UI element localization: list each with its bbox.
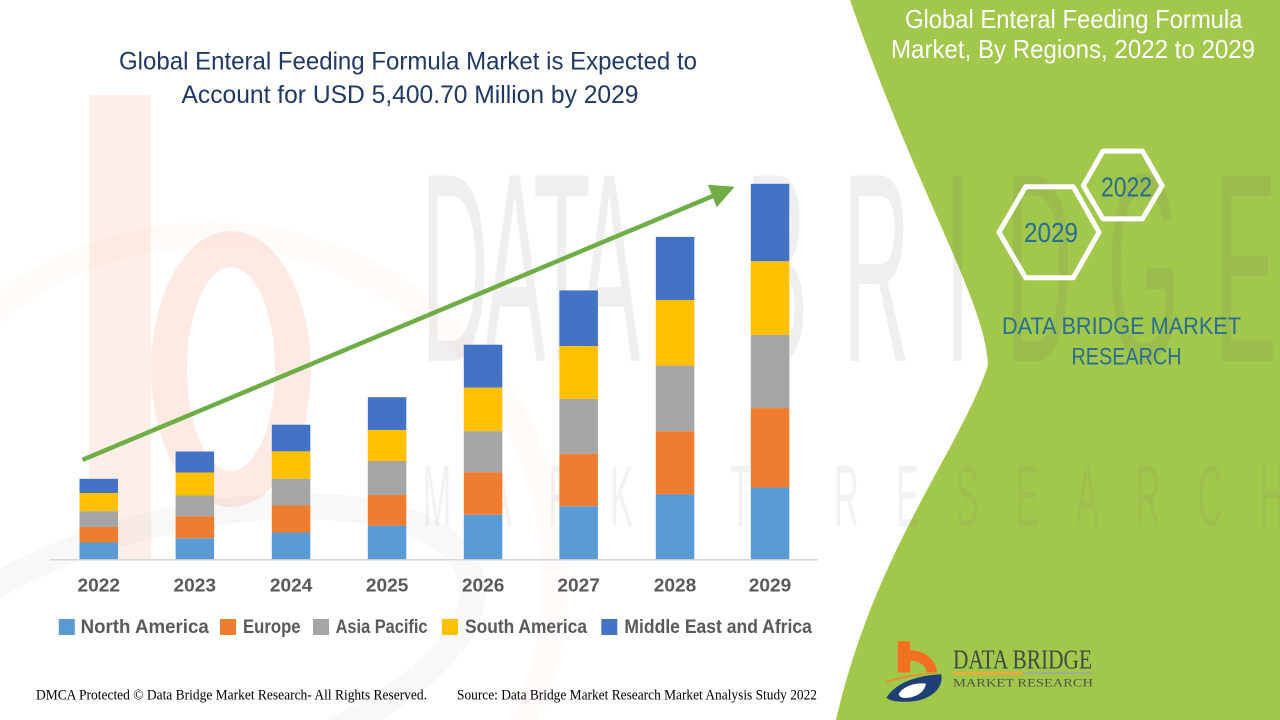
svg-text:MARKET RESEARCH: MARKET RESEARCH [953,676,1093,690]
svg-text:Global Enteral Feeding Formula: Global Enteral Feeding Formula [905,4,1243,34]
svg-text:2024: 2024 [270,575,313,595]
svg-text:Asia Pacific: Asia Pacific [336,617,428,638]
svg-text:Europe: Europe [243,617,301,638]
svg-text:2029: 2029 [1024,217,1078,248]
svg-text:DATA BRIDGE MARKET: DATA BRIDGE MARKET [1002,313,1241,340]
svg-text:Market, By Regions, 2022 to 20: Market, By Regions, 2022 to 2029 [891,34,1255,64]
svg-text:2023: 2023 [174,575,217,595]
svg-text:DMCA Protected © Data Bridge M: DMCA Protected © Data Bridge Market Rese… [36,688,427,704]
svg-text:DATA: DATA [421,117,640,419]
svg-text:South America: South America [465,617,587,638]
svg-text:Middle East and Africa: Middle East and Africa [624,617,812,638]
svg-text:2026: 2026 [462,575,505,595]
svg-text:2022: 2022 [1101,172,1152,203]
svg-text:Global Enteral Feeding Formula: Global Enteral Feeding Formula Market is… [119,48,697,76]
svg-text:Source: Data Bridge Market Res: Source: Data Bridge Market Research Mark… [457,688,817,704]
svg-text:North America: North America [81,617,210,638]
svg-text:Account for USD 5,400.70 Milli: Account for USD 5,400.70 Million by 2029 [182,81,639,109]
svg-text:2022: 2022 [78,575,121,595]
svg-text:2027: 2027 [557,575,600,595]
svg-text:2028: 2028 [654,575,697,595]
svg-text:2025: 2025 [366,575,409,595]
svg-text:DATA BRIDGE: DATA BRIDGE [953,645,1092,675]
svg-text:2029: 2029 [749,575,792,595]
svg-text:RESEARCH: RESEARCH [1072,344,1182,371]
